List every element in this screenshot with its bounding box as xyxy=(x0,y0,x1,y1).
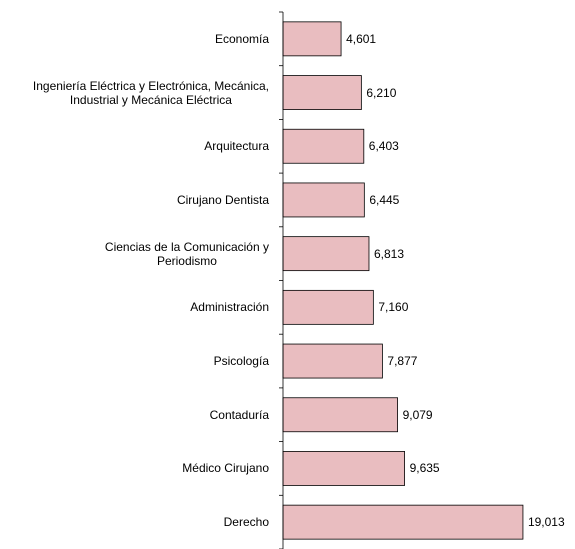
bar xyxy=(282,128,365,164)
bar xyxy=(282,289,374,325)
value-label: 7,160 xyxy=(378,300,409,315)
bar xyxy=(282,504,524,540)
bar xyxy=(282,451,405,486)
category-label: Psicología xyxy=(213,354,269,369)
category-label: Médico Cirujano xyxy=(182,461,269,476)
bar xyxy=(282,397,398,433)
value-label: 7,877 xyxy=(387,354,418,369)
category-label: Contaduría xyxy=(209,407,269,422)
value-label: 9,079 xyxy=(402,407,433,422)
value-label: 4,601 xyxy=(346,31,377,46)
value-label: 9,635 xyxy=(409,461,440,476)
category-label: Arquitectura xyxy=(204,139,269,154)
bar xyxy=(282,236,370,272)
category-label: Administración xyxy=(190,300,269,315)
value-label: 6,445 xyxy=(369,192,400,207)
bar xyxy=(282,21,342,57)
value-label: 6,210 xyxy=(366,85,397,100)
value-label: 6,813 xyxy=(373,246,404,261)
category-label: Cirujano Dentista xyxy=(176,192,269,207)
bar xyxy=(282,182,365,218)
value-label: 6,403 xyxy=(368,139,399,154)
bar xyxy=(282,343,383,379)
bar xyxy=(282,75,362,110)
category-label: Economía xyxy=(214,31,269,46)
category-label: Derecho xyxy=(223,515,269,530)
value-label: 19,013 xyxy=(527,515,565,530)
category-label: Ingeniería Eléctrica y Electrónica, Mecá… xyxy=(32,78,269,107)
category-label: Ciencias de la Comunicación y Periodismo xyxy=(104,239,269,268)
